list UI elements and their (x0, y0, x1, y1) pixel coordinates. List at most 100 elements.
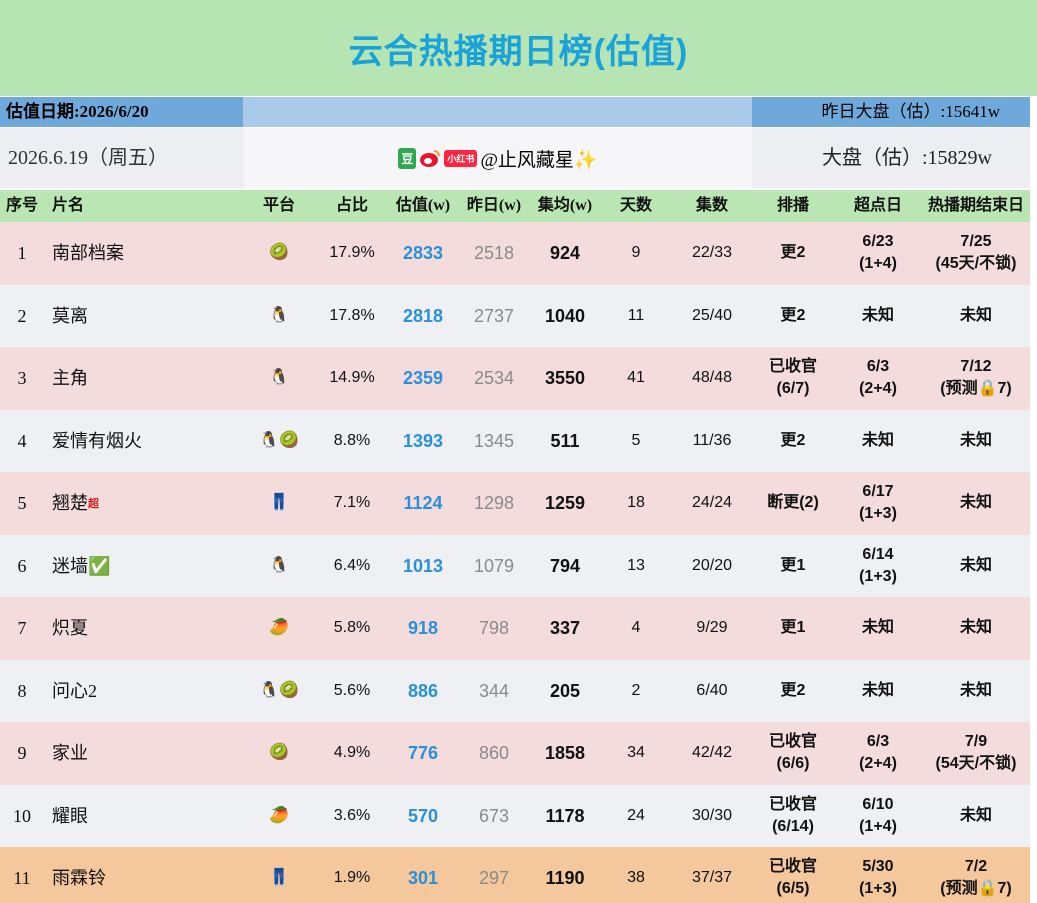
title-band: 云合热播期日榜(估值) (0, 0, 1037, 96)
cell-est: 886 (388, 660, 458, 723)
share: 4.9% (333, 744, 371, 762)
no: 7 (17, 618, 27, 639)
name: 家业 (52, 743, 88, 764)
cell-platform: 🐧🥝 (249, 410, 309, 473)
cell-end: 未知 (922, 660, 1030, 723)
cell-days: 18 (606, 472, 666, 535)
share: 17.9% (329, 244, 375, 262)
est: 1124 (403, 493, 443, 514)
yest: 673 (478, 805, 510, 826)
schedule: 更2 (780, 244, 806, 262)
est: 1013 (402, 555, 444, 576)
cell-share: 5.6% (317, 660, 387, 723)
cell-schedule: 更1 (752, 597, 834, 660)
column-header: 热播期结束日 (927, 197, 1024, 214)
cell-name: 迷墙✅ (52, 535, 252, 598)
name: 莫离 (52, 305, 88, 326)
name: 迷墙✅ (52, 555, 111, 576)
schedule: 更2 (780, 681, 806, 699)
avg: 1858 (544, 743, 586, 764)
column-header: 昨日(w) (466, 197, 522, 214)
cell-name: 莫离 (52, 285, 252, 348)
column-header: 片名 (52, 197, 85, 214)
cell-eps: 20/20 (672, 535, 752, 598)
name: 炽夏 (52, 618, 88, 639)
cell-yest: 860 (459, 722, 529, 785)
cell-share: 6.4% (317, 535, 387, 598)
cell-eps: 22/33 (672, 222, 752, 285)
cell-end: 未知 (922, 472, 1030, 535)
cell-peak: 未知 (836, 410, 920, 473)
cell-est: 2818 (388, 285, 458, 348)
peak: 未知 (861, 619, 894, 637)
end: 未知 (959, 619, 992, 637)
cell-platform: 👖 (249, 847, 309, 903)
table-row: 7 炽夏 🥭 5.8% 918 798 337 4 9/29 更1 未知 未知 (0, 597, 1030, 660)
cell-eps: 30/30 (672, 785, 752, 848)
est: 886 (407, 680, 439, 701)
info-bar: 2026.6.19（周五） 豆 小红书 @止风藏星✨ 大盘（估）:15829w (0, 128, 1030, 188)
cell-eps: 6/40 (672, 660, 752, 723)
cell-avg: 511 (530, 410, 600, 473)
source: 豆 小红书 @止风藏星✨ (244, 128, 752, 188)
cell-no: 5 (0, 472, 44, 535)
cell-share: 8.8% (317, 410, 387, 473)
cell-yest: 344 (459, 660, 529, 723)
end: 7/2 (预测🔒7) (940, 858, 1012, 898)
cell-avg: 205 (530, 660, 600, 723)
est: 570 (407, 805, 439, 826)
column-header: 集均(w) (537, 197, 593, 214)
cell-no: 3 (0, 347, 44, 410)
yest: 344 (478, 680, 510, 701)
cell-share: 1.9% (317, 847, 387, 903)
name: 问心2 (52, 680, 97, 701)
cell-share: 17.9% (317, 222, 387, 285)
cell-days: 4 (606, 597, 666, 660)
platform: 🥭 (269, 619, 289, 637)
cell-yest: 2534 (459, 347, 529, 410)
no: 1 (17, 243, 27, 264)
cell-est: 1124 (388, 472, 458, 535)
cell-end: 7/9 (54天/不锁) (922, 722, 1030, 785)
est: 2359 (402, 368, 444, 389)
platform: 🐧🥝 (259, 681, 299, 699)
cell-platform: 🥝 (249, 222, 309, 285)
cell-est: 2359 (388, 347, 458, 410)
est: 1393 (402, 430, 444, 451)
no: 6 (17, 555, 27, 576)
no: 11 (13, 868, 31, 889)
avg: 205 (549, 680, 581, 701)
eps: 42/42 (691, 744, 733, 762)
peak: 6/14 (1+3) (859, 545, 897, 585)
cell-days: 11 (606, 285, 666, 348)
header-row: 序号 片名 平台 占比 估值(w) 昨日(w) 集均(w) 天数 集数 排播 超点日 热播期结束日 (0, 190, 1030, 222)
share: 6.4% (333, 556, 371, 574)
cell-yest: 1298 (459, 472, 529, 535)
cell-schedule: 已收官 (6/14) (752, 785, 834, 848)
cell-eps: 48/48 (672, 347, 752, 410)
cell-end: 未知 (922, 285, 1030, 348)
cell-peak: 5/30 (1+3) (836, 847, 920, 903)
schedule: 更2 (780, 431, 806, 449)
cell-name: 家业 (52, 722, 252, 785)
yest: 1345 (473, 430, 515, 451)
date: 2026.6.19（周五） (8, 147, 168, 169)
cell-eps: 24/24 (672, 472, 752, 535)
cell-peak: 未知 (836, 285, 920, 348)
avg: 3550 (544, 368, 586, 389)
cell-no: 8 (0, 660, 44, 723)
valuation-date: 估值日期:2026/6/20 (0, 97, 243, 127)
days: 4 (631, 619, 641, 637)
cell-yest: 673 (459, 785, 529, 848)
end: 未知 (959, 681, 992, 699)
cell-avg: 1190 (530, 847, 600, 903)
cell-schedule: 更1 (752, 535, 834, 598)
est: 2833 (402, 243, 444, 264)
yest: 2518 (473, 243, 515, 264)
cell-peak: 6/23 (1+4) (836, 222, 920, 285)
end: 未知 (959, 306, 992, 324)
name: 南部档案 (52, 243, 124, 264)
name: 翘楚 (52, 493, 88, 514)
cell-schedule: 更2 (752, 285, 834, 348)
peak: 未知 (861, 431, 894, 449)
